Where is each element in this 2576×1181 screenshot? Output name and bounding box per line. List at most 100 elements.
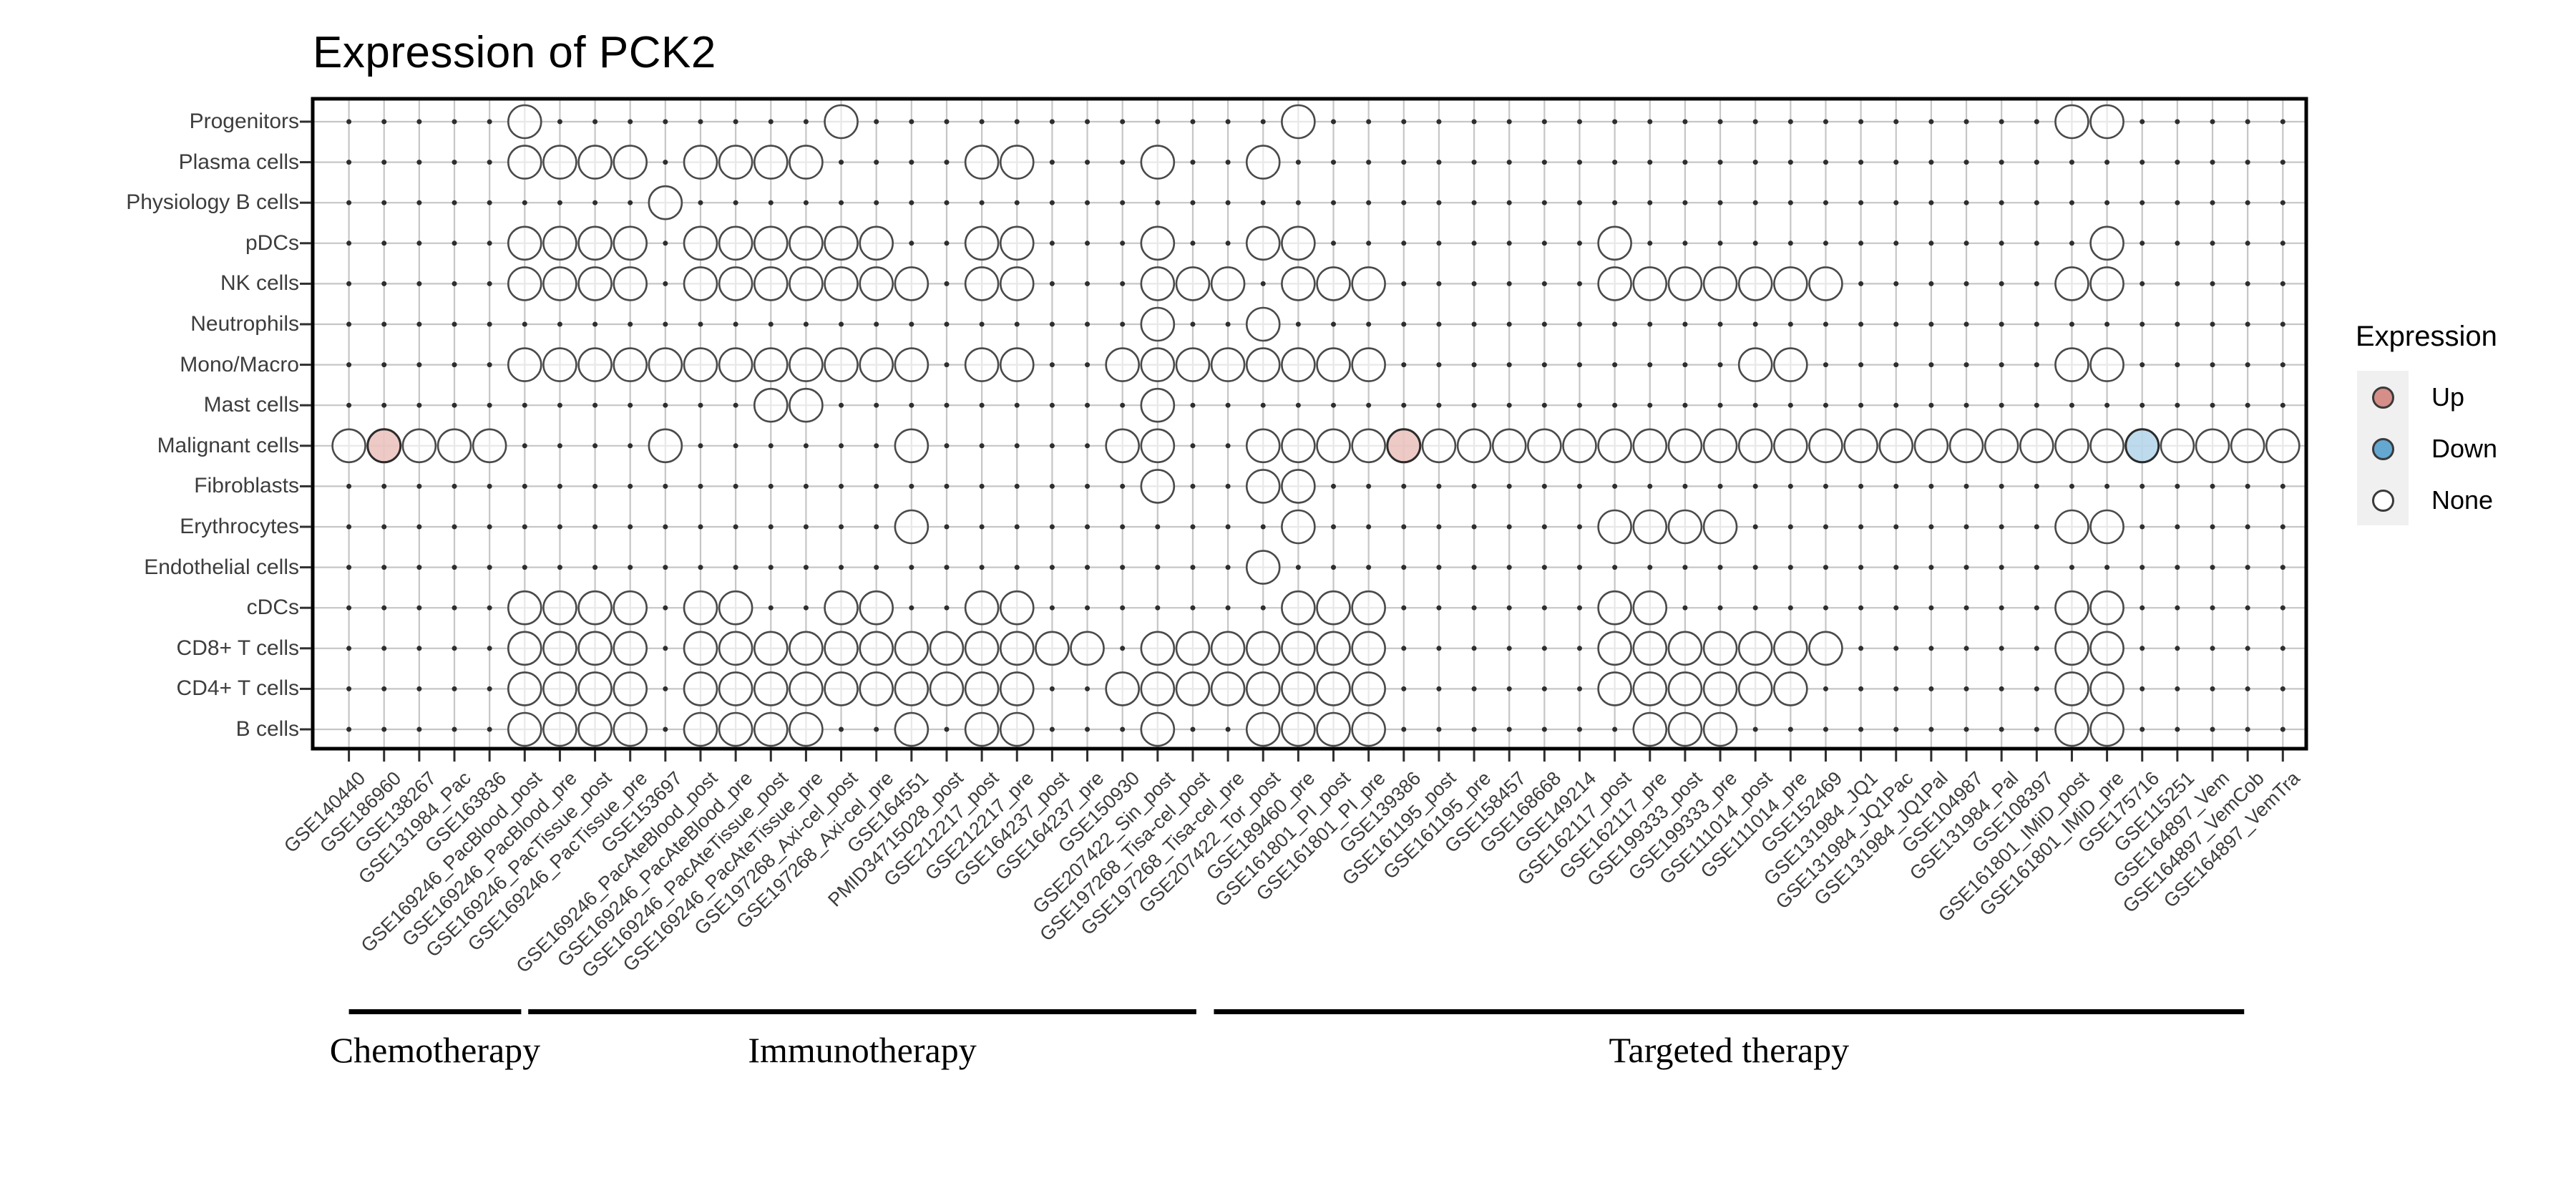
empty-cell-dot <box>1999 160 2004 165</box>
empty-cell-dot <box>1682 565 1688 570</box>
expression-none-circle <box>824 671 859 706</box>
empty-cell-dot <box>1858 321 1864 327</box>
empty-cell-dot <box>1963 605 1969 611</box>
empty-cell-dot <box>1401 565 1407 570</box>
empty-cell-dot <box>2034 240 2039 246</box>
therapy-group-label: Targeted therapy <box>1609 1030 1850 1070</box>
legend-title: Expression <box>2356 321 2497 352</box>
empty-cell-dot <box>1506 686 1512 691</box>
empty-cell-dot <box>2034 402 2039 408</box>
empty-cell-dot <box>1858 565 1864 570</box>
expression-none-circle <box>1175 266 1211 301</box>
empty-cell-dot <box>1506 402 1512 408</box>
empty-cell-dot <box>1401 200 1407 205</box>
expression-none-circle <box>1316 711 1351 747</box>
empty-cell-dot <box>1823 362 1828 368</box>
empty-cell-dot <box>1577 240 1582 246</box>
empty-cell-dot <box>1401 402 1407 408</box>
empty-cell-dot <box>487 483 492 489</box>
empty-cell-dot <box>1120 483 1126 489</box>
empty-cell-dot <box>1295 402 1301 408</box>
expression-none-circle <box>1632 428 1668 464</box>
empty-cell-dot <box>733 321 738 327</box>
y-axis-label: Neutrophils <box>190 312 299 336</box>
expression-none-circle <box>1737 347 1773 382</box>
empty-cell-dot <box>2069 240 2074 246</box>
empty-cell-dot <box>1717 119 1723 125</box>
empty-cell-dot <box>1963 240 1969 246</box>
empty-cell-dot <box>1085 362 1091 368</box>
expression-none-circle <box>894 711 930 747</box>
empty-cell-dot <box>2034 321 2039 327</box>
empty-cell-dot <box>1085 321 1091 327</box>
empty-cell-dot <box>1049 565 1055 570</box>
expression-none-circle <box>507 266 542 301</box>
empty-cell-dot <box>2245 240 2250 246</box>
empty-cell-dot <box>1049 443 1055 449</box>
expression-none-circle <box>894 631 930 666</box>
empty-cell-dot <box>1928 565 1934 570</box>
empty-cell-dot <box>1893 200 1899 205</box>
empty-cell-dot <box>1612 321 1618 327</box>
empty-cell-dot <box>1647 240 1653 246</box>
empty-cell-dot <box>1120 200 1126 205</box>
empty-cell-dot <box>1787 524 1793 530</box>
empty-cell-dot <box>1506 119 1512 125</box>
expression-none-circle <box>1702 631 1738 666</box>
empty-cell-dot <box>909 119 914 125</box>
expression-none-circle <box>1562 428 1597 464</box>
expression-none-circle <box>1175 671 1211 706</box>
empty-cell-dot <box>1506 200 1512 205</box>
empty-cell-dot <box>944 726 950 732</box>
empty-cell-dot <box>452 321 457 327</box>
empty-cell-dot <box>346 646 352 651</box>
empty-cell-dot <box>1225 321 1231 327</box>
empty-cell-dot <box>2280 565 2285 570</box>
empty-cell-dot <box>2245 726 2250 732</box>
empty-cell-dot <box>2140 321 2145 327</box>
empty-cell-dot <box>1752 402 1758 408</box>
empty-cell-dot <box>1999 402 2004 408</box>
empty-cell-dot <box>1612 160 1618 165</box>
expression-none-circle <box>789 387 824 423</box>
empty-cell-dot <box>487 240 492 246</box>
empty-cell-dot <box>1577 119 1582 125</box>
empty-cell-dot <box>2175 119 2180 125</box>
empty-cell-dot <box>381 726 387 732</box>
empty-cell-dot <box>1260 281 1266 286</box>
empty-cell-dot <box>839 402 844 408</box>
empty-cell-dot <box>768 321 774 327</box>
expression-none-circle <box>1984 428 2019 464</box>
empty-cell-dot <box>628 483 633 489</box>
empty-cell-dot <box>1366 321 1372 327</box>
empty-cell-dot <box>1120 565 1126 570</box>
empty-cell-dot <box>1225 402 1231 408</box>
empty-cell-dot <box>1963 321 1969 327</box>
empty-cell-dot <box>2104 160 2110 165</box>
empty-cell-dot <box>803 524 809 530</box>
expression-none-circle <box>1245 550 1281 585</box>
empty-cell-dot <box>2140 119 2145 125</box>
empty-cell-dot <box>1717 200 1723 205</box>
empty-cell-dot <box>909 240 914 246</box>
expression-none-circle <box>999 225 1035 261</box>
empty-cell-dot <box>733 402 738 408</box>
expression-none-circle <box>894 347 930 382</box>
expression-none-circle <box>1632 590 1668 626</box>
empty-cell-dot <box>874 524 879 530</box>
empty-cell-dot <box>1049 200 1055 205</box>
empty-cell-dot <box>1120 281 1126 286</box>
empty-cell-dot <box>1928 483 1934 489</box>
empty-cell-dot <box>698 200 703 205</box>
empty-cell-dot <box>1893 119 1899 125</box>
empty-cell-dot <box>1928 362 1934 368</box>
empty-cell-dot <box>1577 524 1582 530</box>
expression-none-circle <box>718 711 753 747</box>
expression-none-circle <box>1245 145 1281 180</box>
empty-cell-dot <box>839 200 844 205</box>
empty-cell-dot <box>452 119 457 125</box>
empty-cell-dot <box>2140 402 2145 408</box>
empty-cell-dot <box>1577 565 1582 570</box>
empty-cell-dot <box>1190 524 1196 530</box>
empty-cell-dot <box>1506 160 1512 165</box>
